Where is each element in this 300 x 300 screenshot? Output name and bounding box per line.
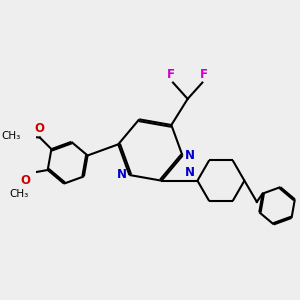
Text: O: O — [35, 122, 45, 135]
Text: N: N — [117, 169, 127, 182]
Text: F: F — [200, 68, 208, 81]
Text: N: N — [185, 166, 195, 179]
Text: F: F — [167, 68, 175, 81]
Text: CH₃: CH₃ — [9, 189, 28, 199]
Text: N: N — [185, 149, 195, 162]
Text: CH₃: CH₃ — [1, 131, 20, 141]
Text: O: O — [20, 175, 30, 188]
